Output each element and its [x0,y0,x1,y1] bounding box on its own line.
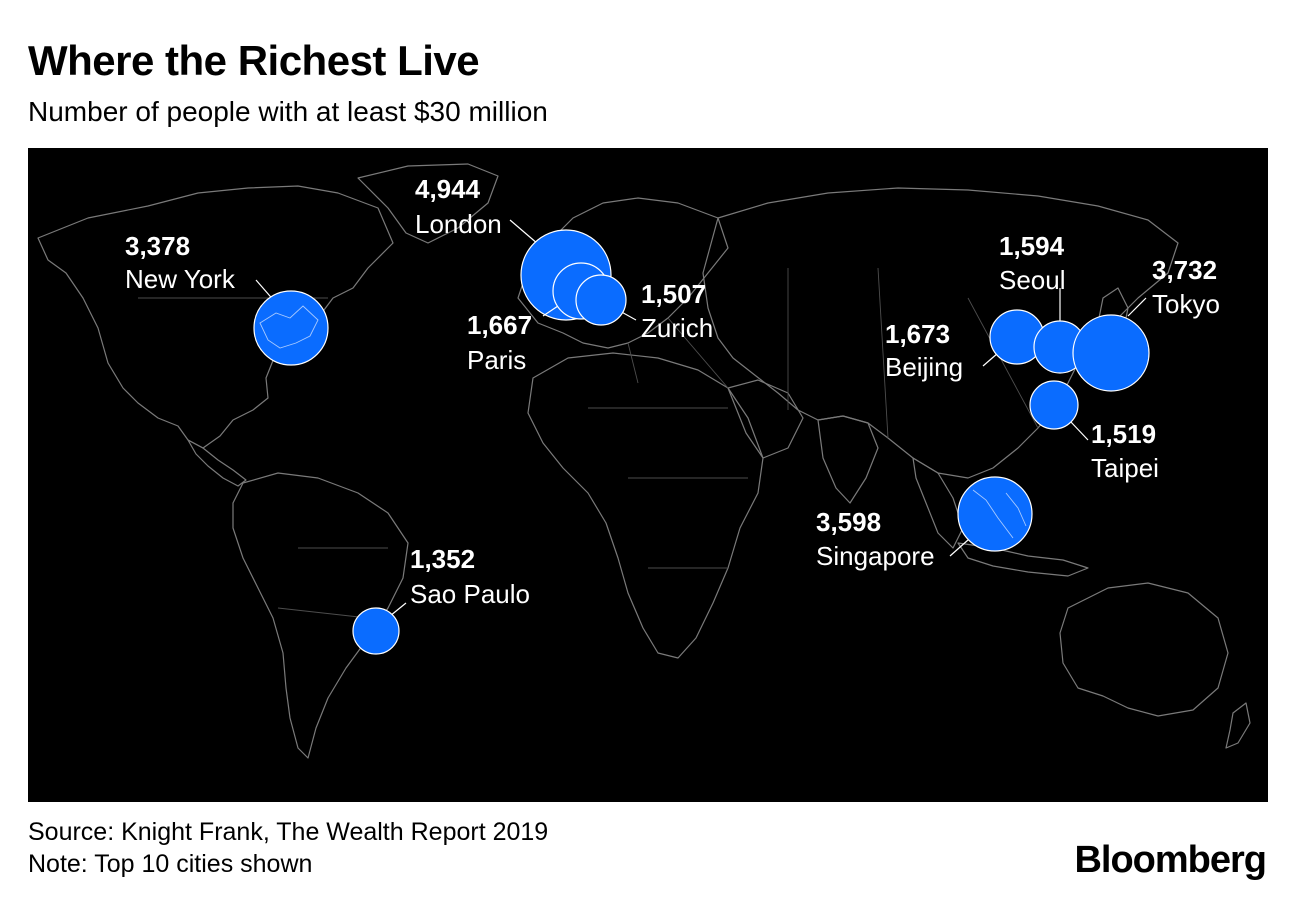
page-subtitle: Number of people with at least $30 milli… [28,96,548,127]
new-zealand-outline [1225,702,1251,749]
marker-new-york [253,290,329,366]
value-sao-paulo: 1,352 [410,544,475,574]
value-paris: 1,667 [467,310,532,340]
southeast-asia-outline [912,457,964,549]
bubble-sao-paulo[interactable]: 1,352 Sao Paulo [352,544,530,655]
label-london: London [415,209,502,239]
country-borders [138,267,1039,619]
value-zurich: 1,507 [641,279,706,309]
bubble-zurich[interactable]: 1,507 Zurich [575,274,713,343]
leader-beijing [982,352,999,367]
bubble-tokyo[interactable]: 3,732 Tokyo [1072,255,1220,392]
source-note: Source: Knight Frank, The Wealth Report … [28,818,549,846]
marker-tokyo [1072,314,1150,392]
leader-tokyo [1127,297,1147,317]
label-sao-paulo: Sao Paulo [410,579,530,609]
north-america-outline [37,185,394,449]
leader-sao-paulo [389,602,407,617]
footer: Source: Knight Frank, The Wealth Report … [28,816,548,880]
africa-outline [527,352,764,659]
continent-outlines [37,163,1251,759]
south-america-outline [232,472,409,759]
leader-singapore [949,539,969,557]
india-outline [817,415,879,504]
value-new-york: 3,378 [125,231,190,261]
bubble-singapore[interactable]: 3,598 Singapore [816,476,1033,571]
value-beijing: 1,673 [885,319,950,349]
value-singapore: 3,598 [816,507,881,537]
arabia-outline [727,379,804,459]
value-taipei: 1,519 [1091,419,1156,449]
indonesia-outline [957,542,1089,577]
bubble-new-york[interactable]: 3,378 New York [125,231,329,366]
greenland-outline [357,163,499,244]
city-bubbles: 3,378 New York 4,944 London 1,667 Paris … [125,174,1220,655]
world-map: 3,378 New York 4,944 London 1,667 Paris … [28,148,1268,802]
central-america-outline [187,439,247,487]
label-new-york: New York [125,264,236,294]
australia-outline [1059,582,1229,717]
leader-taipei [1069,420,1089,441]
marker-sao-paulo [352,607,400,655]
label-taipei: Taipei [1091,453,1159,483]
label-zurich: Zurich [641,313,713,343]
footnote: Note: Top 10 cities shown [28,850,313,878]
value-tokyo: 3,732 [1152,255,1217,285]
label-beijing: Beijing [885,352,963,382]
value-seoul: 1,594 [999,231,1065,261]
leader-london [509,219,539,245]
bubble-seoul[interactable]: 1,594 Seoul [999,231,1087,374]
label-paris: Paris [467,345,526,375]
marker-zurich [575,274,627,326]
world-map-svg: 3,378 New York 4,944 London 1,667 Paris … [37,163,1251,759]
value-london: 4,944 [415,174,481,204]
label-seoul: Seoul [999,265,1066,295]
bubble-beijing[interactable]: 1,673 Beijing [885,309,1045,382]
label-tokyo: Tokyo [1152,289,1220,319]
leader-paris [542,305,559,317]
page-title: Where the Richest Live [28,37,480,84]
marker-taipei [1029,380,1079,430]
bubble-taipei[interactable]: 1,519 Taipei [1029,380,1159,483]
label-singapore: Singapore [816,541,935,571]
europe-outline [517,197,729,349]
bloomberg-logo: Bloomberg [1074,839,1267,881]
